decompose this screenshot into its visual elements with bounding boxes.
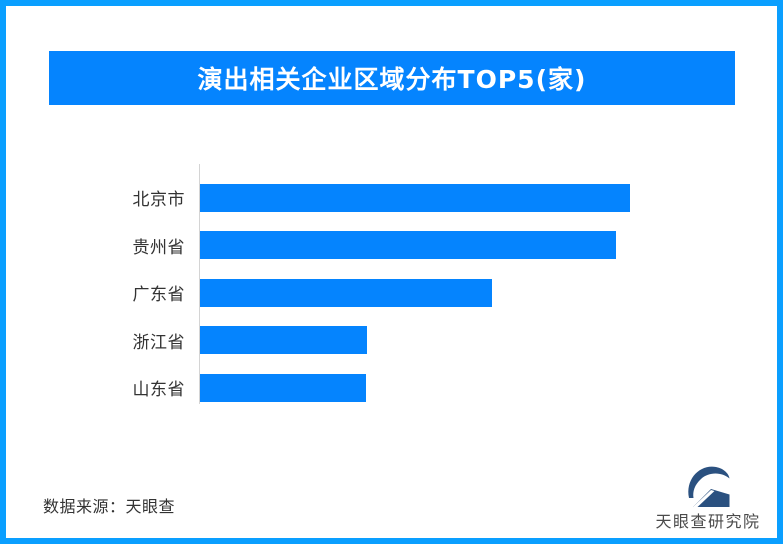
bar-track xyxy=(200,231,616,260)
bar-track xyxy=(200,373,366,402)
chart-row: 贵州省 xyxy=(6,222,777,270)
logo: 天眼查研究院 xyxy=(648,463,768,532)
chart-rows: 北京市贵州省广东省浙江省山东省 xyxy=(6,174,777,412)
bar-track xyxy=(200,278,492,307)
chart-row: 广东省 xyxy=(6,269,777,317)
bar-track xyxy=(200,183,630,212)
category-label: 广东省 xyxy=(132,285,185,306)
category-label: 山东省 xyxy=(132,380,185,401)
chart-row: 山东省 xyxy=(6,364,777,412)
tianyancha-logo-icon xyxy=(688,466,730,507)
chart-title: 演出相关企业区域分布TOP5(家) xyxy=(197,65,587,94)
chart-title-banner: 演出相关企业区域分布TOP5(家) xyxy=(49,51,735,105)
category-label: 贵州省 xyxy=(132,237,185,258)
data-source-text: 数据来源：天眼查 xyxy=(43,497,176,516)
bar xyxy=(200,373,366,402)
bar xyxy=(200,278,492,307)
logo-text: 天眼查研究院 xyxy=(655,512,761,531)
bar xyxy=(200,231,616,260)
chart-row: 北京市 xyxy=(6,174,777,222)
bar-track xyxy=(200,326,367,355)
category-label: 浙江省 xyxy=(132,332,185,353)
bar xyxy=(200,326,367,355)
chart-row: 浙江省 xyxy=(6,317,777,365)
bar xyxy=(200,183,630,212)
y-axis-line xyxy=(199,164,200,404)
category-label: 北京市 xyxy=(132,190,185,211)
